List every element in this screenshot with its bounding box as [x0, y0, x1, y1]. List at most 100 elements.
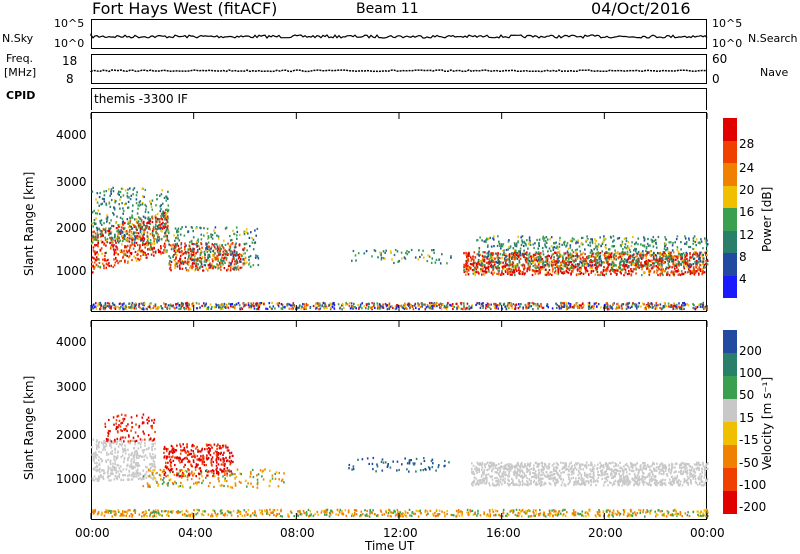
- data-cell: [661, 264, 663, 267]
- data-cell: [645, 246, 648, 249]
- data-cell: [150, 201, 152, 205]
- data-cell: [429, 302, 431, 305]
- data-cell: [641, 264, 643, 267]
- data-cell: [483, 240, 486, 243]
- data-cell: [125, 249, 128, 252]
- data-cell: [254, 229, 256, 232]
- data-cell: [126, 230, 128, 233]
- data-cell: [113, 306, 115, 309]
- data-cell: [257, 307, 259, 310]
- data-cell: [548, 247, 551, 250]
- data-cell: [497, 252, 499, 255]
- data-cell: [148, 469, 151, 472]
- data-cell: [354, 254, 357, 257]
- data-cell: [373, 303, 375, 306]
- data-cell: [581, 264, 583, 267]
- data-cell: [179, 261, 182, 264]
- data-cell: [534, 262, 537, 265]
- data-cell: [219, 265, 222, 268]
- data-cell: [642, 472, 644, 475]
- xaxis-label: Time UT: [365, 539, 415, 553]
- data-cell: [670, 241, 672, 244]
- data-cell: [497, 235, 499, 238]
- data-cell: [699, 257, 701, 260]
- data-cell: [486, 480, 488, 483]
- data-cell: [691, 271, 693, 274]
- data-cell: [641, 244, 644, 247]
- data-cell: [509, 267, 512, 270]
- data-cell: [200, 238, 203, 241]
- data-cell: [150, 203, 152, 206]
- data-cell: [193, 259, 196, 262]
- data-cell: [96, 461, 98, 464]
- data-cell: [487, 237, 490, 240]
- data-cell: [562, 265, 565, 268]
- data-cell: [530, 262, 533, 265]
- data-cell: [151, 443, 153, 446]
- data-cell: [556, 245, 558, 248]
- data-cell: [655, 302, 658, 305]
- data-cell: [635, 305, 638, 308]
- data-cell: [323, 306, 325, 309]
- data-cell: [418, 249, 420, 252]
- data-cell: [217, 251, 219, 254]
- data-cell: [668, 257, 670, 260]
- data-cell: [180, 306, 182, 309]
- data-cell: [567, 252, 569, 255]
- data-cell: [134, 257, 137, 260]
- data-cell: [322, 301, 325, 305]
- data-cell: [116, 463, 119, 467]
- data-cell: [107, 439, 109, 443]
- data-cell: [129, 229, 131, 232]
- data-cell: [290, 307, 293, 310]
- data-cell: [111, 472, 113, 476]
- data-cell: [525, 306, 527, 309]
- data-cell: [249, 265, 252, 268]
- data-cell: [186, 262, 189, 265]
- data-cell: [518, 259, 521, 262]
- data-cell: [167, 228, 169, 232]
- data-cell: [329, 302, 332, 305]
- data-cell: [552, 268, 554, 271]
- data-cell: [500, 273, 503, 276]
- data-cell: [514, 471, 516, 474]
- data-cell: [124, 230, 126, 233]
- data-cell: [145, 226, 148, 229]
- data-cell: [625, 307, 628, 310]
- data-cell: [492, 237, 494, 240]
- data-cell: [108, 302, 111, 305]
- data-cell: [620, 260, 623, 263]
- data-cell: [218, 249, 221, 252]
- data-cell: [572, 269, 574, 272]
- data-cell: [653, 270, 656, 273]
- power-cbtick-8: 8: [739, 250, 747, 264]
- data-cell: [187, 263, 190, 266]
- data-cell: [224, 227, 227, 230]
- data-cell: [104, 259, 106, 262]
- data-cell: [219, 308, 222, 311]
- data-cell: [701, 270, 704, 274]
- data-cell: [687, 268, 690, 271]
- data-cell: [704, 271, 706, 274]
- data-cell: [235, 262, 238, 265]
- data-cell: [205, 302, 207, 305]
- data-cell: [559, 270, 562, 273]
- data-cell: [250, 302, 252, 305]
- data-cell: [662, 268, 664, 271]
- power-ytick-4000: 4000: [56, 128, 87, 142]
- data-cell: [649, 250, 652, 253]
- data-cell: [572, 255, 575, 258]
- data-cell: [623, 253, 625, 256]
- data-cell: [234, 246, 237, 249]
- data-cell: [578, 245, 581, 248]
- data-cell: [125, 246, 128, 249]
- data-cell: [528, 236, 531, 239]
- data-cell: [601, 242, 604, 245]
- data-cell: [514, 469, 516, 472]
- data-cell: [123, 252, 125, 255]
- data-cell: [97, 233, 99, 237]
- data-cell: [226, 251, 228, 255]
- data-cell: [197, 249, 199, 253]
- data-cell: [528, 259, 530, 262]
- data-cell: [129, 246, 131, 249]
